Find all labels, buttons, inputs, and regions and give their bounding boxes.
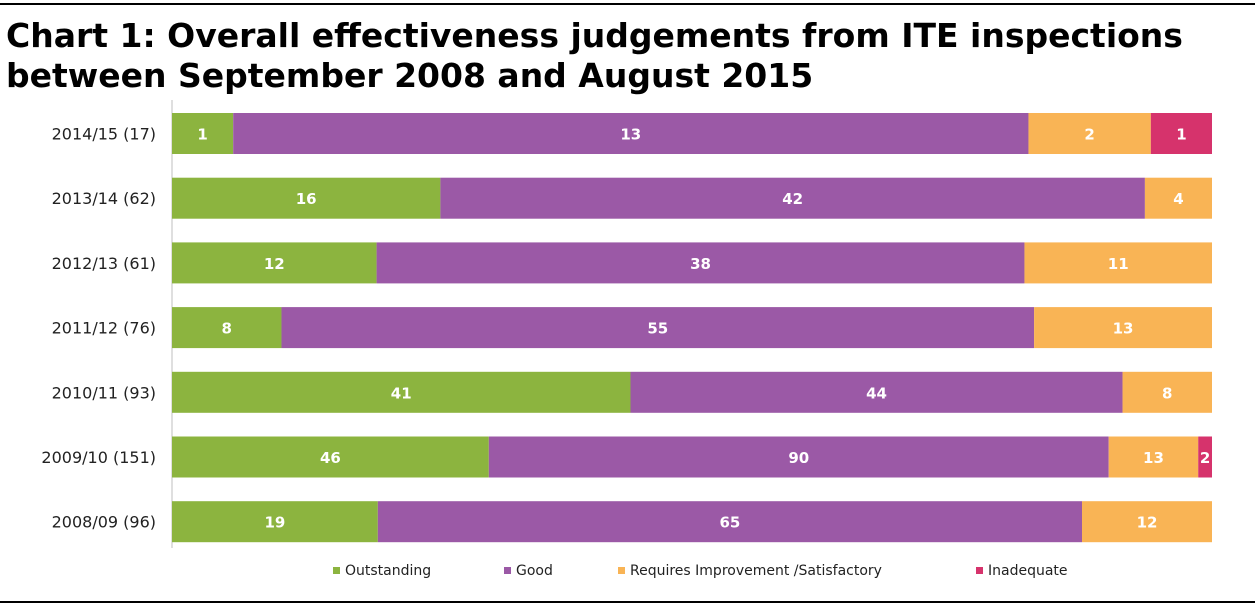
bar-segment: [1024, 242, 1212, 284]
data-label: 4: [1173, 190, 1183, 208]
data-label: 8: [222, 320, 232, 338]
data-label: 19: [264, 514, 285, 532]
legend-label: Good: [516, 563, 553, 579]
bar-segment: [1122, 371, 1212, 413]
bar-segment: [1034, 307, 1212, 349]
data-label: 90: [788, 449, 809, 467]
bar-segment: [281, 307, 1035, 349]
data-label: 46: [320, 449, 341, 467]
bar-segment: [172, 501, 378, 543]
legend-label: Inadequate: [988, 563, 1068, 579]
bar-segment: [630, 371, 1123, 413]
bar-segment: [1198, 436, 1212, 478]
data-label: 11: [1108, 255, 1129, 273]
data-label: 42: [782, 190, 803, 208]
legend-label: Requires Improvement /Satisfactory: [630, 563, 882, 579]
data-label: 16: [296, 190, 317, 208]
data-label: 12: [1137, 514, 1158, 532]
legend-swatch: [333, 567, 340, 574]
top-rule: [0, 3, 1255, 5]
bar-segment: [172, 307, 282, 349]
data-label: 13: [620, 126, 641, 144]
category-label: 2012/13 (61): [52, 254, 156, 273]
data-label: 13: [1113, 320, 1134, 338]
data-label: 12: [264, 255, 285, 273]
bar-segment: [1144, 177, 1212, 219]
data-label: 41: [391, 384, 412, 402]
category-label: 2011/12 (76): [52, 319, 156, 338]
data-label: 13: [1143, 449, 1164, 467]
legend-swatch: [618, 567, 625, 574]
category-label: 2014/15 (17): [52, 125, 156, 144]
bar-segment: [172, 113, 234, 154]
bar-segment: [233, 113, 1029, 154]
chart-title-line1: Chart 1: Overall effectiveness judgement…: [6, 16, 1183, 55]
bar-segment: [172, 371, 631, 413]
category-label: 2009/10 (151): [41, 448, 156, 467]
data-label: 1: [197, 126, 207, 144]
legend-label: Outstanding: [345, 563, 431, 579]
data-label: 8: [1162, 384, 1172, 402]
bar-segment: [488, 436, 1109, 478]
data-label: 65: [719, 514, 740, 532]
data-label: 55: [647, 320, 668, 338]
bar-segment: [440, 177, 1145, 219]
data-label: 44: [866, 384, 887, 402]
bottom-rule: [0, 601, 1255, 603]
category-label: 2008/09 (96): [52, 513, 156, 532]
data-label: 2: [1084, 126, 1094, 144]
bar-segment: [376, 242, 1025, 284]
bar-segment: [1108, 436, 1199, 478]
chart-title-line2: between September 2008 and August 2015: [6, 56, 814, 95]
legend-swatch: [504, 567, 511, 574]
bar-segment: [172, 242, 377, 284]
data-label: 1: [1176, 126, 1186, 144]
legend-swatch: [976, 567, 983, 574]
bar-segment: [1150, 113, 1212, 154]
category-label: 2010/11 (93): [52, 383, 156, 402]
bar-segment: [172, 177, 441, 219]
bar-segment: [377, 501, 1082, 543]
data-label: 2: [1200, 449, 1210, 467]
category-label: 2013/14 (62): [52, 189, 156, 208]
bar-segment: [172, 436, 489, 478]
bar-segment: [1028, 113, 1151, 154]
bar-segment: [1082, 501, 1212, 543]
chart-title: Chart 1: Overall effectiveness judgement…: [6, 16, 1246, 96]
data-label: 38: [690, 255, 711, 273]
